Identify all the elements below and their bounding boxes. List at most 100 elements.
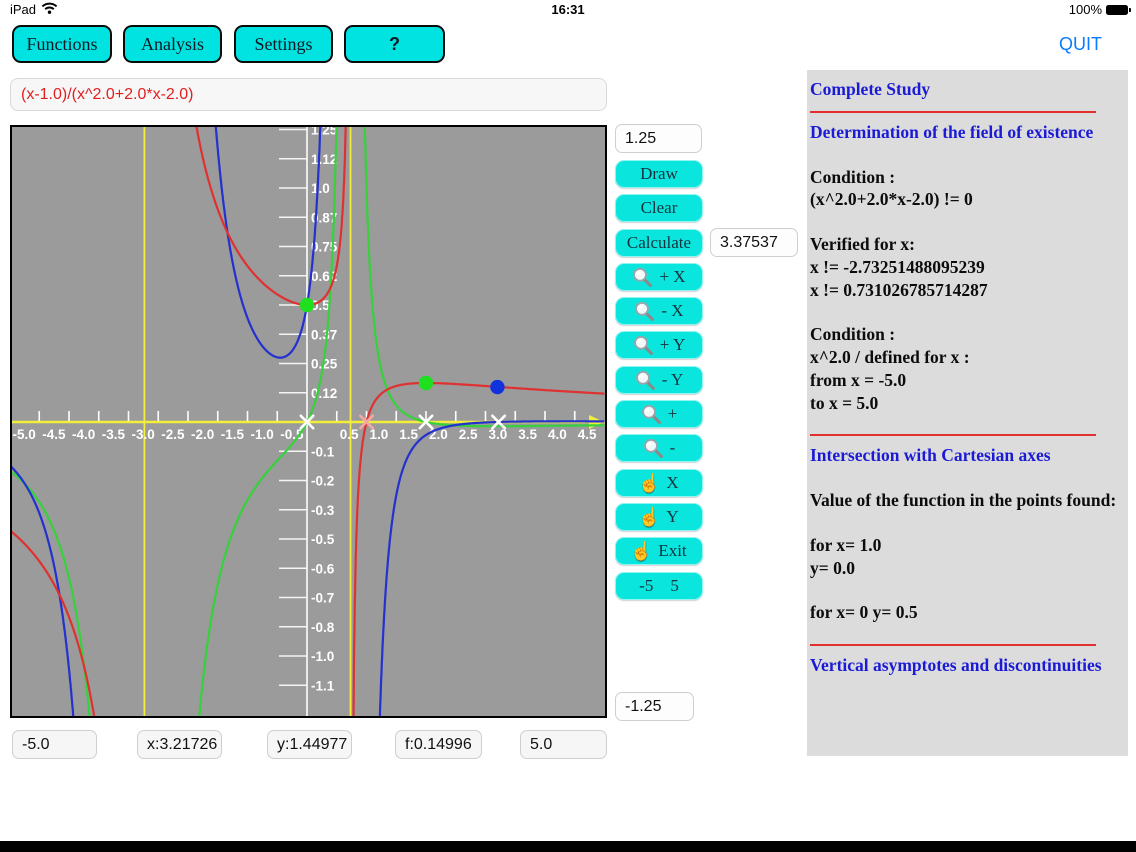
x-tick-label: 3.5 [518,427,537,442]
formula-text: (x-1.0)/(x^2.0+2.0*x-2.0) [21,85,194,103]
status-bar: iPad 16:31 100% [0,0,1136,20]
panel-text: from x = -5.0 [810,369,907,390]
panel-spacer [810,579,1120,601]
side-button-label: + Y [659,335,686,355]
side-button-zoom-out-y[interactable]: - Y [615,365,703,394]
x-tick-label: -2.5 [161,427,185,442]
cursor-f-field[interactable]: f:0.14996 [395,730,482,759]
x-tick-label: 1.5 [399,427,418,442]
side-button-clear[interactable]: Clear [615,194,703,223]
x-tick-label: -3.0 [132,427,155,442]
hand-pointer-icon: ☝ [638,472,661,493]
cursor-x-field[interactable]: x:3.21726 [137,730,222,759]
x-max-field[interactable]: 5.0 [520,730,607,759]
y-tick-label: -0.2 [311,474,334,489]
functions-button[interactable]: Functions [12,25,112,63]
y-min-value: -1.25 [625,697,662,715]
magnifier-icon [643,438,663,459]
side-button-zoom-in[interactable]: + [615,400,703,429]
side-button-zoom-in-x[interactable]: + X [615,262,703,291]
side-button-zoom-out-x[interactable]: - X [615,297,703,326]
panel-spacer [810,211,1120,233]
y-tick-label: 0.25 [311,357,338,372]
x-tick-label: -2.0 [191,427,214,442]
side-button-draw[interactable]: Draw [615,160,703,188]
settings-button[interactable]: Settings [234,25,333,63]
graph-canvas[interactable]: -5.0 -4.5 -4.0 -3.5 -3.0 -2.5 -2.0 -1.5 -1.0 -0.5… [10,125,607,718]
x-tick-label: 3.0 [489,427,508,442]
side-button-label: Exit [658,541,687,561]
side-button-label: + [667,404,678,424]
y-tick-label: -0.1 [311,444,335,459]
curve [12,127,605,716]
y-min-field[interactable]: -1.25 [615,692,694,721]
cursor-y-value: y:1.44977 [277,735,348,753]
help-button[interactable]: ? [344,25,445,63]
x-tick-label: 1.0 [370,427,389,442]
cursor-x-value: x:3.21726 [147,735,218,753]
help-button-label: ? [389,33,400,54]
side-button-label: Calculate [626,232,692,252]
side-button-hand-x[interactable]: ☝ X [615,468,703,497]
panel-heading: Determination of the field of existence [810,121,1094,142]
panel-divider [810,644,1096,646]
x-tick-label: -4.5 [42,427,66,442]
y-tick-label: -0.7 [311,591,334,606]
y-tick-label: -1.0 [311,649,334,664]
x-tick-label: -3.5 [102,427,126,442]
y-tick-label: 0.87 [311,210,337,225]
side-button-range[interactable]: -5 5 [615,571,703,600]
device-label: iPad [10,2,37,17]
y-tick-label: -0.5 [311,532,335,547]
panel-text: for x= 0 y= 0.5 [810,602,918,623]
side-button-hand-y[interactable]: ☝ Y [615,502,703,531]
side-button-label: - [669,438,676,458]
settings-button-label: Settings [254,33,313,54]
side-button-hand-exit[interactable]: ☝ Exit [615,537,703,566]
analysis-panel[interactable]: Complete Study Determination of the field… [807,70,1128,756]
x-tick-label: -1.5 [221,427,245,442]
analysis-button[interactable]: Analysis [123,25,222,63]
side-button-zoom-out[interactable]: - [615,434,703,463]
y-tick-label: 1.12 [311,152,337,167]
panel-spacer [810,467,1120,489]
x-tick-label: 0.5 [340,427,359,442]
panel-text: to x = 5.0 [810,392,879,413]
stationary-point-dot [299,297,315,313]
magnifier-icon [635,370,655,390]
calc-result-value: 3.37537 [720,233,778,251]
graph-svg[interactable]: -5.0 -4.5 -4.0 -3.5 -3.0 -2.5 -2.0 -1.5 -1.0 -0.5… [12,127,605,716]
side-button-zoom-in-y[interactable]: + Y [615,331,703,360]
magnifier-icon [632,267,653,287]
y-max-field[interactable]: 1.25 [615,124,702,153]
side-button-calculate[interactable]: Calculate [615,228,703,257]
y-tick-label: 1.25 [311,127,338,138]
side-button-column: Draw Clear Calculate + X- X + Y- Y + - ☝ X ☝ Y ☝ Exi… [615,160,703,600]
quit-button[interactable]: QUIT [1059,34,1102,54]
stationary-point-dot [418,375,434,391]
panel-text: x != -2.73251488095239 [810,256,985,277]
x-min-field[interactable]: -5.0 [12,730,97,759]
magnifier-icon [634,301,655,322]
cursor-y-field[interactable]: y:1.44977 [267,730,352,759]
y-tick-label: -1.1 [311,678,335,693]
x-tick-label: 4.5 [578,427,597,442]
formula-field[interactable]: (x-1.0)/(x^2.0+2.0*x-2.0) [10,78,607,111]
calc-result-field[interactable]: 3.37537 [710,228,798,257]
y-tick-label: 0.5 [311,298,330,313]
y-max-value: 1.25 [625,129,657,147]
panel-text: for x= 1.0 [810,534,882,555]
side-button-label: + X [659,266,686,286]
panel-divider [810,434,1096,437]
hand-pointer-icon: ☝ [638,506,661,527]
side-button-label: Y [666,506,679,526]
bottom-bezel [0,841,1136,852]
x-tick-label: -1.0 [251,427,274,442]
axis-x-mark-icon [358,414,375,430]
y-tick-label: 1.0 [311,181,330,196]
x-tick-label: -4.0 [72,427,95,442]
functions-button-label: Functions [26,33,98,54]
panel-spacer [810,144,1120,166]
side-button-label: Draw [640,164,678,183]
